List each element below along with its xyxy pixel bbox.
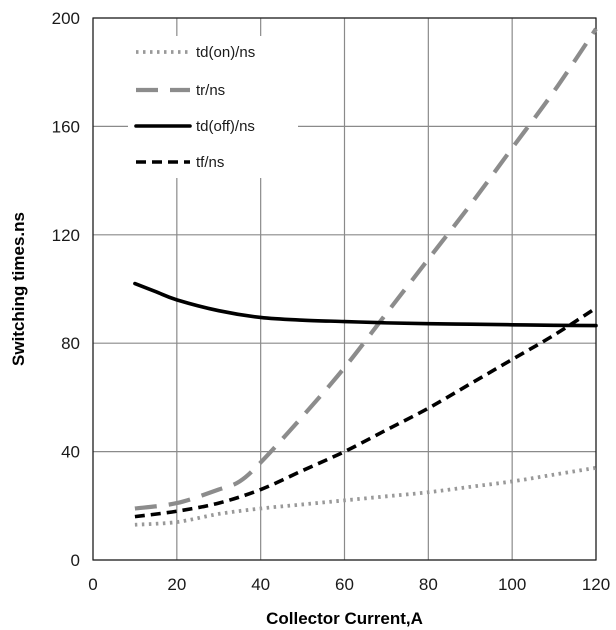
legend-label-2: tr/ns: [196, 82, 225, 99]
y-tick-label: 80: [61, 334, 80, 353]
series-line-4: [134, 306, 597, 519]
x-axis-title: Collector Current,A: [266, 609, 423, 628]
y-tick-label: 0: [71, 551, 80, 570]
y-axis-title: Switching times.ns: [9, 212, 28, 366]
x-tick-label: 100: [498, 575, 526, 594]
y-tick-label: 120: [52, 226, 80, 245]
x-tick-label: 0: [88, 575, 97, 594]
legend-label-4: tf/ns: [196, 154, 224, 171]
series-line-2: [134, 27, 598, 511]
series-line-3: [133, 281, 598, 328]
y-tick-labels: 0 40 80 120 160 200: [52, 9, 80, 570]
series-line-1: [134, 465, 597, 527]
plot-area-frame: [92, 17, 597, 561]
legend-label-3: td(off)/ns: [196, 118, 255, 135]
legend-label-1: td(on)/ns: [196, 44, 255, 61]
y-tick-label: 160: [52, 117, 80, 136]
x-tick-label: 120: [582, 575, 610, 594]
series-lines: [133, 27, 598, 527]
legend: td(on)/ns tr/ns td(off)/ns tf/ns: [128, 36, 298, 178]
x-tick-labels: 0 20 40 60 80 100 120: [88, 575, 610, 594]
y-tick-label: 200: [52, 9, 80, 28]
x-tick-label: 60: [335, 575, 354, 594]
x-tick-label: 20: [167, 575, 186, 594]
legend-background: [128, 36, 298, 178]
x-tick-label: 40: [251, 575, 270, 594]
y-tick-label: 40: [61, 443, 80, 462]
x-tick-label: 80: [419, 575, 438, 594]
